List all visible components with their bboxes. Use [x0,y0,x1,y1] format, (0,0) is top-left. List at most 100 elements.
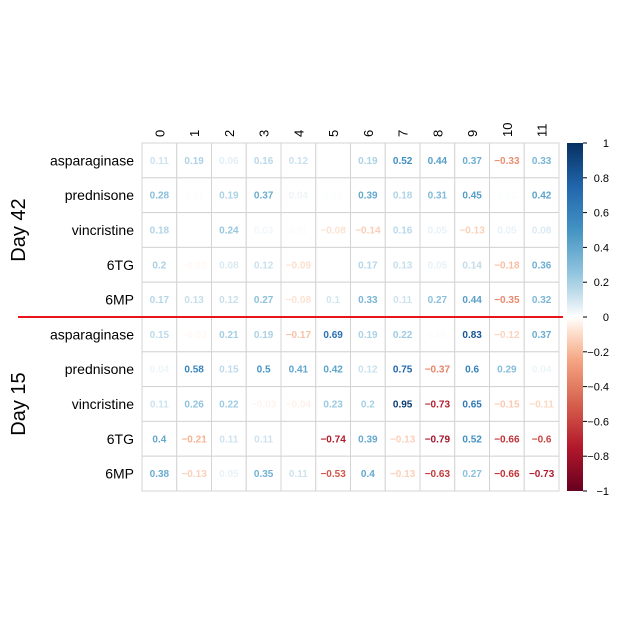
column-label: 10 [500,123,515,137]
cell-value-label: 0.11 [289,469,308,480]
color-legend-tick-label: 0.6 [594,208,609,220]
heatmap-cell [280,351,317,388]
cell-value-label: 0.05 [428,226,448,237]
column-label: 1 [187,130,202,137]
cell-value-label: 0.83 [462,330,482,341]
heatmap-cell [350,142,386,179]
cell-value-label: 0.1 [326,295,340,306]
cell-value-label: 0.16 [393,226,413,237]
cell-value-label: −0.03 [251,400,277,411]
cell-value-label: 0.2 [361,400,375,411]
heatmap-cell [350,177,386,214]
heatmap-cell [350,246,386,283]
cell-value-label: 0.04 [150,365,170,376]
heatmap-cell [211,455,247,492]
heatmap-cell [419,212,456,248]
cell-value-label: −0.6 [532,434,552,445]
heatmap-cell [523,142,560,179]
color-legend-tick-label: −0.6 [587,416,609,428]
cell-value-label: 0.32 [532,295,552,306]
heatmap-cell [350,455,386,492]
row-label: asparaginase [50,326,134,342]
heatmap-cell [141,420,178,457]
column-label: 11 [535,124,550,138]
cell-value-label: 0.37 [462,156,482,167]
cell-value-label: −0.73 [425,400,451,411]
column-label: 8 [430,130,445,137]
cell-value-label: 0.39 [358,191,378,202]
cell-value-label: 0.12 [358,365,378,376]
cell-value-label: 0.14 [462,260,482,271]
cell-value-label: 0.05 [428,260,448,271]
cell-value-label: 0.13 [393,260,413,271]
heatmap-cell [315,455,351,492]
cell-value-label: 0.08 [532,226,552,237]
cell-value-label: 0.37 [254,191,274,202]
heatmap-cell [419,316,456,353]
cell-value-label: 0.26 [184,400,204,411]
cell-value-label: −0.04 [286,400,312,411]
cell-value-label: −0.02 [181,260,207,271]
cell-value-label: 0.01 [497,191,517,202]
heatmap-cell [419,386,456,422]
heatmap-cell [350,281,386,318]
cell-value-label: −0.33 [494,156,520,167]
heatmap-cell [523,420,560,457]
cell-value-label: 0.58 [184,365,204,376]
heatmap-cell [211,351,247,388]
cell-value-label: 0.12 [219,295,239,306]
heatmap-cell [523,246,560,283]
column-label: 2 [222,130,237,137]
column-labels: 0 1 2 3 4 5 6 7 8 9 10 11 [152,123,549,137]
heatmap-cell [419,177,456,214]
heatmap-cell [419,142,456,179]
cell-value-label: −0.08 [286,295,312,306]
cell-value-label: −0.13 [181,469,207,480]
heatmap-cell [176,142,212,179]
heatmap-cell [280,212,317,248]
cell-value-label: 0.69 [323,330,343,341]
heatmap-cell [245,177,282,214]
cell-value-label: 0.11 [393,295,412,306]
cell-value-label: 0.11 [150,400,169,411]
cell-value-label: 0.33 [358,295,378,306]
heatmap-cell [245,316,282,353]
cell-value-label: 0.11 [219,434,238,445]
group-labels: Day 42 Day 15 [8,198,30,435]
heatmap-cell [211,212,247,248]
cell-value-label: −0.53 [320,469,346,480]
color-legend-tick-label: −1 [596,486,609,498]
color-legend-tick-label: 0.4 [594,242,609,254]
row-label: vincristine [72,222,134,238]
cell-value-label: −0.73 [529,469,555,480]
cell-value-label: 0.27 [428,295,448,306]
heatmap-cell [384,455,421,492]
color-legend-bar [567,143,583,491]
cell-value-label: 0.44 [428,156,448,167]
cell-value-label: −0.35 [494,295,520,306]
row-labels: asparaginase prednisone vincristine 6TG 6MP a… [50,152,134,481]
cell-value-label: −0.02 [181,330,207,341]
heatmap-cell [489,281,525,318]
color-legend-tick-label: −0.8 [587,451,609,463]
row-label: vincristine [72,396,134,412]
cell-value-label: −0.12 [494,330,520,341]
cell-value-label: −0.17 [286,330,312,341]
heatmap-cell [315,246,351,283]
color-legend-tick-label: 0.2 [594,277,609,289]
column-label: 3 [257,130,272,137]
cell-value-label: 0.22 [393,330,413,341]
cell-value-label: 0.33 [532,156,552,167]
heatmap-cell [315,142,351,179]
cell-value-label: 0.75 [393,365,413,376]
heatmap-cell [384,316,421,353]
group-label: Day 42 [8,198,30,261]
heatmap-cell [489,386,525,422]
cell-value-label: 0.19 [254,330,274,341]
column-label: 6 [361,130,376,137]
cell-value-label: −0.63 [425,469,451,480]
cell-value-label: 0.01 [323,191,343,202]
heatmap-cell [384,212,421,248]
column-label: 0 [152,130,167,137]
